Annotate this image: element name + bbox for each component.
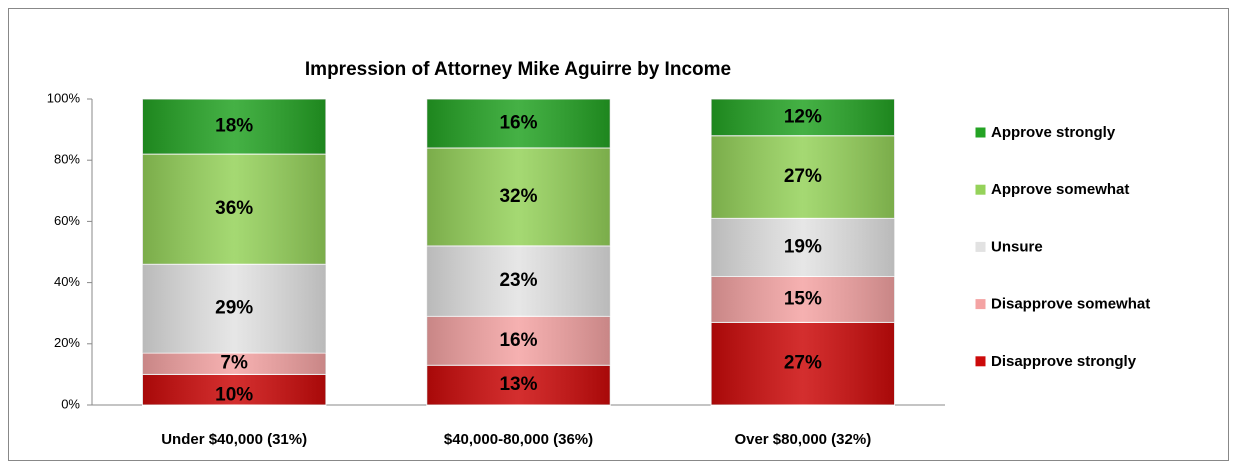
data-label: 23% [499, 270, 537, 291]
bar-shade [711, 99, 895, 136]
bar-shade [711, 135, 895, 219]
legend-label: Approve somewhat [991, 181, 1129, 198]
bar-shade [142, 264, 326, 353]
data-label: 27% [784, 166, 822, 187]
legend-swatch [974, 240, 987, 253]
x-tick-label: Under $40,000 (31%) [161, 431, 307, 448]
y-tick-label: 60% [54, 213, 80, 228]
data-label: 27% [784, 353, 822, 374]
data-label: 19% [784, 236, 822, 257]
x-tick-label: $40,000-80,000 (36%) [444, 431, 593, 448]
x-tick-label: Over $80,000 (32%) [734, 431, 871, 448]
legend-swatch [974, 183, 987, 196]
data-label: 10% [215, 385, 253, 406]
y-tick-label: 20% [54, 335, 80, 350]
data-label: 13% [499, 374, 537, 395]
bar-shade [142, 99, 326, 155]
y-tick-label: 40% [54, 274, 80, 289]
data-label: 16% [499, 330, 537, 351]
data-label: 18% [215, 116, 253, 137]
bar-shade [426, 147, 611, 246]
data-label: 36% [215, 198, 253, 219]
bar-shade [426, 365, 611, 405]
bar-shade [711, 276, 895, 323]
legend-swatch [974, 126, 987, 139]
legend-label: Approve strongly [991, 124, 1116, 141]
bar-shade [711, 322, 895, 405]
bar-shade [426, 99, 611, 148]
legend-swatch [974, 355, 987, 368]
data-label: 12% [784, 106, 822, 127]
data-label: 7% [220, 353, 248, 374]
bar-shade [142, 374, 326, 405]
bar-shade [142, 352, 326, 375]
y-tick-label: 100% [47, 90, 81, 105]
y-tick-label: 80% [54, 152, 80, 167]
y-tick-label: 0% [61, 396, 80, 411]
legend-label: Unsure [991, 238, 1043, 255]
data-label: 15% [784, 288, 822, 309]
data-label: 29% [215, 298, 253, 319]
legend-label: Disapprove strongly [991, 353, 1137, 370]
chart-title: Impression of Attorney Mike Aguirre by I… [305, 59, 731, 80]
bar-shade [142, 154, 326, 265]
bar-shade [426, 316, 611, 366]
bar-shade [426, 245, 611, 317]
data-label: 32% [499, 186, 537, 207]
legend-label: Disapprove somewhat [991, 296, 1150, 313]
data-label: 16% [499, 112, 537, 133]
legend-swatch [974, 298, 987, 311]
bar-shade [711, 218, 895, 277]
